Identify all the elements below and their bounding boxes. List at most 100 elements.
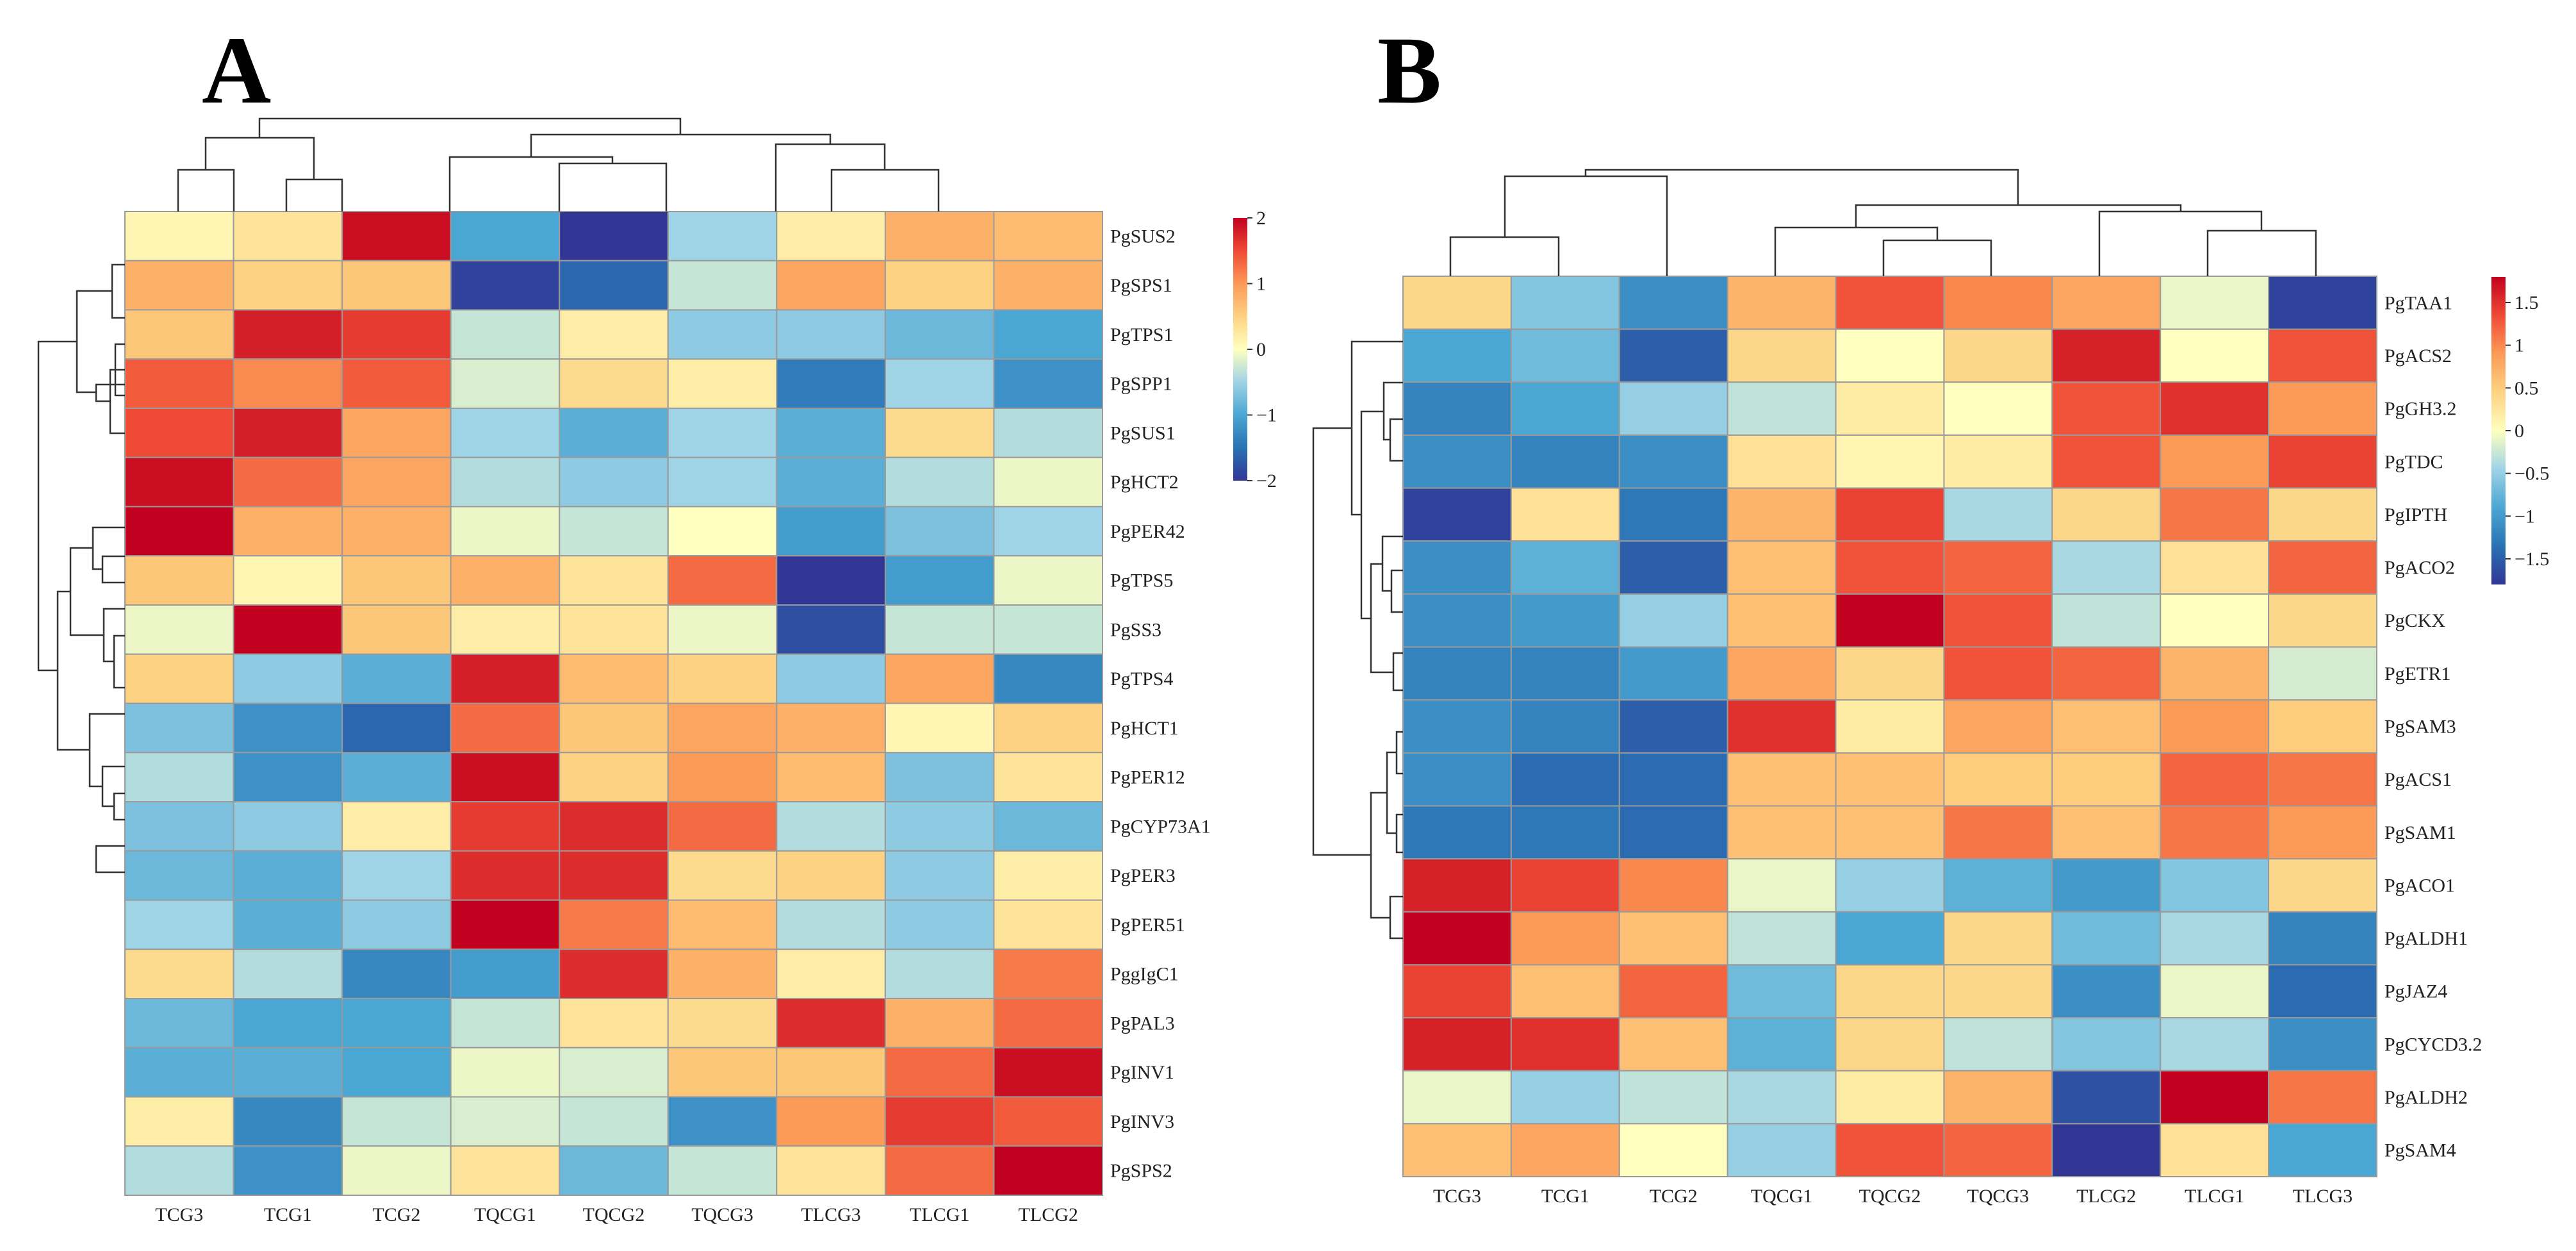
row-label: PgJAZ4 (2384, 981, 2447, 1002)
heatmap-cell (341, 260, 452, 311)
heatmap-cell (884, 408, 995, 458)
heatmap-cell (667, 949, 778, 999)
heatmap-cell (1510, 540, 1620, 595)
row-label: PgPER3 (1110, 865, 1176, 886)
heatmap-cell (559, 1145, 669, 1196)
heatmap-cell (450, 1047, 561, 1098)
row-label: PgSAM3 (2384, 717, 2456, 738)
panel-label: B (1377, 17, 1441, 124)
heatmap-cell (776, 604, 886, 655)
colorbar-tick-label: −2 (1256, 470, 1277, 492)
row-label: PgSAM4 (2384, 1140, 2456, 1161)
heatmap-cell (2160, 328, 2270, 383)
column-label: TLCG1 (2185, 1186, 2244, 1207)
heatmap-cell (884, 850, 995, 901)
heatmap-cell (1618, 381, 1728, 436)
heatmap-cell (993, 456, 1103, 508)
heatmap-cell (1618, 540, 1728, 595)
heatmap-cell (450, 211, 561, 261)
heatmap-cell (450, 949, 561, 999)
heatmap-cell (233, 653, 343, 704)
heatmap-cell (2160, 911, 2270, 966)
heatmap-cell (341, 506, 452, 557)
heatmap-cell (1618, 1123, 1728, 1177)
heatmap-cell (993, 408, 1103, 458)
heatmap-cell (124, 1145, 234, 1196)
colorbar-a (1233, 218, 1247, 481)
column-label: TQCG1 (474, 1204, 536, 1225)
colorbar-tick-label: 1 (2514, 335, 2524, 356)
heatmap-cell (667, 260, 778, 311)
heatmap-cell (559, 358, 669, 409)
heatmap-cell (450, 850, 561, 901)
heatmap-cell (1835, 752, 1945, 807)
heatmap-cell (1618, 276, 1728, 330)
heatmap-cell (233, 1145, 343, 1196)
heatmap-cell (884, 998, 995, 1048)
heatmap-cell (450, 1096, 561, 1147)
heatmap-cell (341, 358, 452, 409)
heatmap-cell (233, 555, 343, 606)
heatmap-cell (1402, 1123, 1512, 1177)
heatmap-cell (559, 309, 669, 360)
colorbar-b (2491, 277, 2506, 584)
heatmap-cell (2051, 328, 2162, 383)
heatmap-cell (1402, 858, 1512, 913)
heatmap-cell (1835, 911, 1945, 966)
heatmap-cell (2051, 964, 2162, 1019)
heatmap-cell (1835, 805, 1945, 860)
heatmap-cell (776, 850, 886, 901)
column-label: TQCG3 (691, 1204, 753, 1225)
heatmap-cell (559, 653, 669, 704)
row-label: PgSAM1 (2384, 822, 2456, 843)
heatmap-cell (993, 260, 1103, 311)
heatmap-cell (124, 1096, 234, 1147)
heatmap-cell (2268, 593, 2378, 648)
heatmap-cell (124, 408, 234, 458)
heatmap-cell (884, 1047, 995, 1098)
heatmap-cell (233, 1047, 343, 1098)
row-label: PgTPS5 (1110, 570, 1173, 592)
heatmap-cell (1943, 858, 2053, 913)
heatmap-cell (1727, 328, 1837, 383)
heatmap-cell (450, 899, 561, 950)
heatmap-cell (776, 801, 886, 852)
heatmap-cell (1402, 964, 1512, 1019)
heatmap-cell (2160, 1017, 2270, 1072)
heatmap-cell (124, 899, 234, 950)
heatmap-cell (559, 949, 669, 999)
column-label: TLCG3 (801, 1204, 860, 1225)
heatmap-cell (2051, 540, 2162, 595)
heatmap-cell (1943, 381, 2053, 436)
heatmap-cell (233, 1096, 343, 1147)
heatmap-cell (993, 358, 1103, 409)
heatmap-cell (667, 702, 778, 754)
heatmap-cell (776, 408, 886, 458)
heatmap-cell (233, 801, 343, 852)
row-label: PgACS1 (2384, 769, 2452, 790)
heatmap-cell (1835, 646, 1945, 701)
heatmap-cell (2051, 805, 2162, 860)
heatmap-cell (559, 998, 669, 1048)
column-label: TCG3 (1433, 1186, 1481, 1207)
heatmap-cell (2051, 434, 2162, 489)
heatmap-cell (993, 653, 1103, 704)
heatmap-cell (2160, 593, 2270, 648)
heatmap-cell (884, 456, 995, 508)
heatmap-cell (667, 506, 778, 557)
heatmap-cell (124, 752, 234, 802)
heatmap-cell (1835, 434, 1945, 489)
heatmap-cell (450, 506, 561, 557)
heatmap-cell (1943, 805, 2053, 860)
heatmap-cell (2268, 381, 2378, 436)
heatmap-cell (124, 309, 234, 360)
column-dendrogram-b (1449, 169, 2317, 276)
colorbar-tick-label: 0 (1256, 339, 1266, 360)
heatmap-cell (1727, 699, 1837, 754)
heatmap-cell (1727, 911, 1837, 966)
heatmap-cell (993, 1047, 1103, 1098)
row-label: PgSPP1 (1110, 374, 1172, 395)
heatmap-cell (1510, 434, 1620, 489)
row-label: PgTAA1 (2384, 292, 2452, 313)
heatmap-cell (1727, 593, 1837, 648)
